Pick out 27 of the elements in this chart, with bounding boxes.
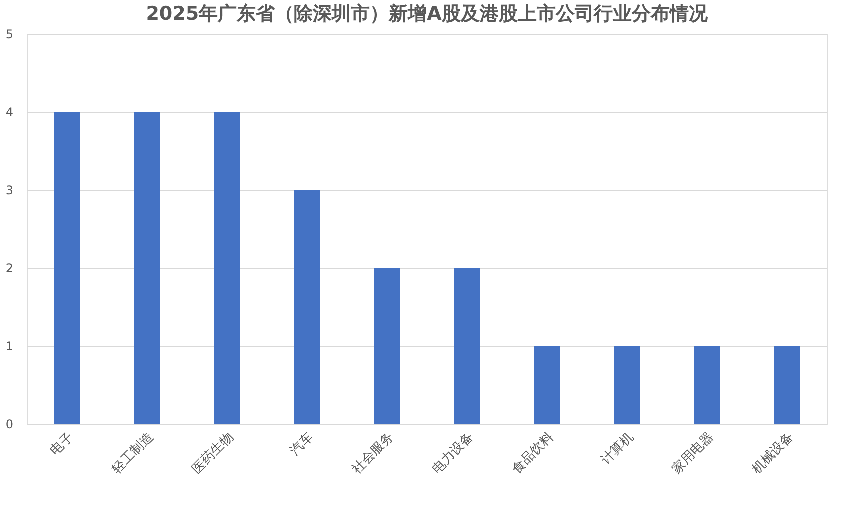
- chart-title: 2025年广东省（除深圳市）新增A股及港股上市公司行业分布情况: [146, 3, 709, 25]
- bar: [454, 268, 480, 424]
- x-tick-label: 机械设备: [750, 430, 797, 478]
- x-tick-label: 医药生物: [190, 430, 237, 478]
- x-tick-label: 社会服务: [350, 430, 397, 478]
- bar: [214, 112, 240, 424]
- x-tick-label: 计算机: [598, 430, 637, 468]
- y-tick-label: 1: [6, 340, 14, 354]
- x-tick-label: 电子: [48, 430, 77, 459]
- x-tick-label: 轻工制造: [110, 430, 157, 478]
- bar: [54, 112, 80, 424]
- x-tick-label: 食品饮料: [510, 430, 557, 478]
- y-tick-label: 2: [6, 262, 14, 276]
- bar: [774, 346, 800, 424]
- bar: [614, 346, 640, 424]
- y-tick-label: 3: [6, 184, 14, 198]
- bar: [134, 112, 160, 424]
- x-tick-label: 电力设备: [430, 430, 477, 478]
- x-tick-label: 汽车: [288, 430, 317, 459]
- bar: [534, 346, 560, 424]
- y-tick-label: 0: [6, 418, 14, 432]
- x-tick-label: 家用电器: [668, 429, 717, 478]
- bar: [374, 268, 400, 424]
- bar: [694, 346, 720, 424]
- y-tick-label: 5: [6, 28, 14, 42]
- y-tick-label: 4: [6, 106, 14, 120]
- bar: [294, 190, 320, 424]
